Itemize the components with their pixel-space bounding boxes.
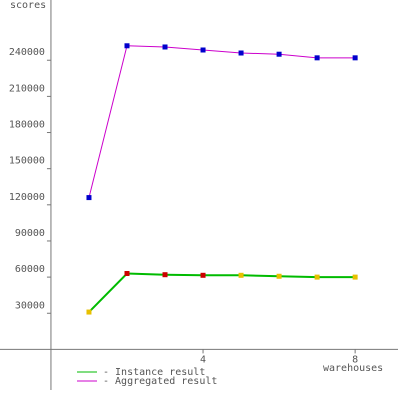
data-point bbox=[276, 273, 282, 279]
data-point bbox=[86, 309, 92, 315]
data-point bbox=[162, 44, 168, 50]
data-point bbox=[238, 272, 244, 278]
y-axis-label: scores bbox=[10, 0, 46, 11]
series-line bbox=[88, 45, 356, 198]
data-point bbox=[200, 47, 206, 53]
data-point bbox=[124, 270, 130, 276]
y-tick-label: 180000 bbox=[9, 120, 45, 131]
data-point bbox=[200, 272, 206, 278]
data-point bbox=[352, 55, 358, 61]
data-point bbox=[238, 50, 244, 56]
y-tick-label: 210000 bbox=[9, 83, 45, 94]
y-tick-label: 90000 bbox=[15, 228, 45, 239]
data-point bbox=[162, 272, 168, 278]
series-line bbox=[88, 272, 356, 313]
y-tick-label: 120000 bbox=[9, 192, 45, 203]
y-tick-label: 60000 bbox=[15, 264, 45, 275]
data-point bbox=[276, 51, 282, 57]
x-axis-label: warehouses bbox=[323, 363, 383, 374]
data-point bbox=[314, 55, 320, 61]
legend-label: - Aggregated result bbox=[103, 376, 217, 387]
y-tick-label: 240000 bbox=[9, 47, 45, 58]
x-tick-label: 4 bbox=[200, 354, 206, 365]
data-point bbox=[124, 43, 130, 49]
data-point bbox=[314, 274, 320, 280]
data-point bbox=[86, 195, 92, 201]
x-tick-label: 8 bbox=[352, 354, 358, 365]
y-tick-label: 30000 bbox=[15, 300, 45, 311]
legend-label: - Instance result bbox=[103, 367, 205, 378]
y-tick-label: 150000 bbox=[9, 156, 45, 167]
data-point bbox=[352, 274, 358, 280]
